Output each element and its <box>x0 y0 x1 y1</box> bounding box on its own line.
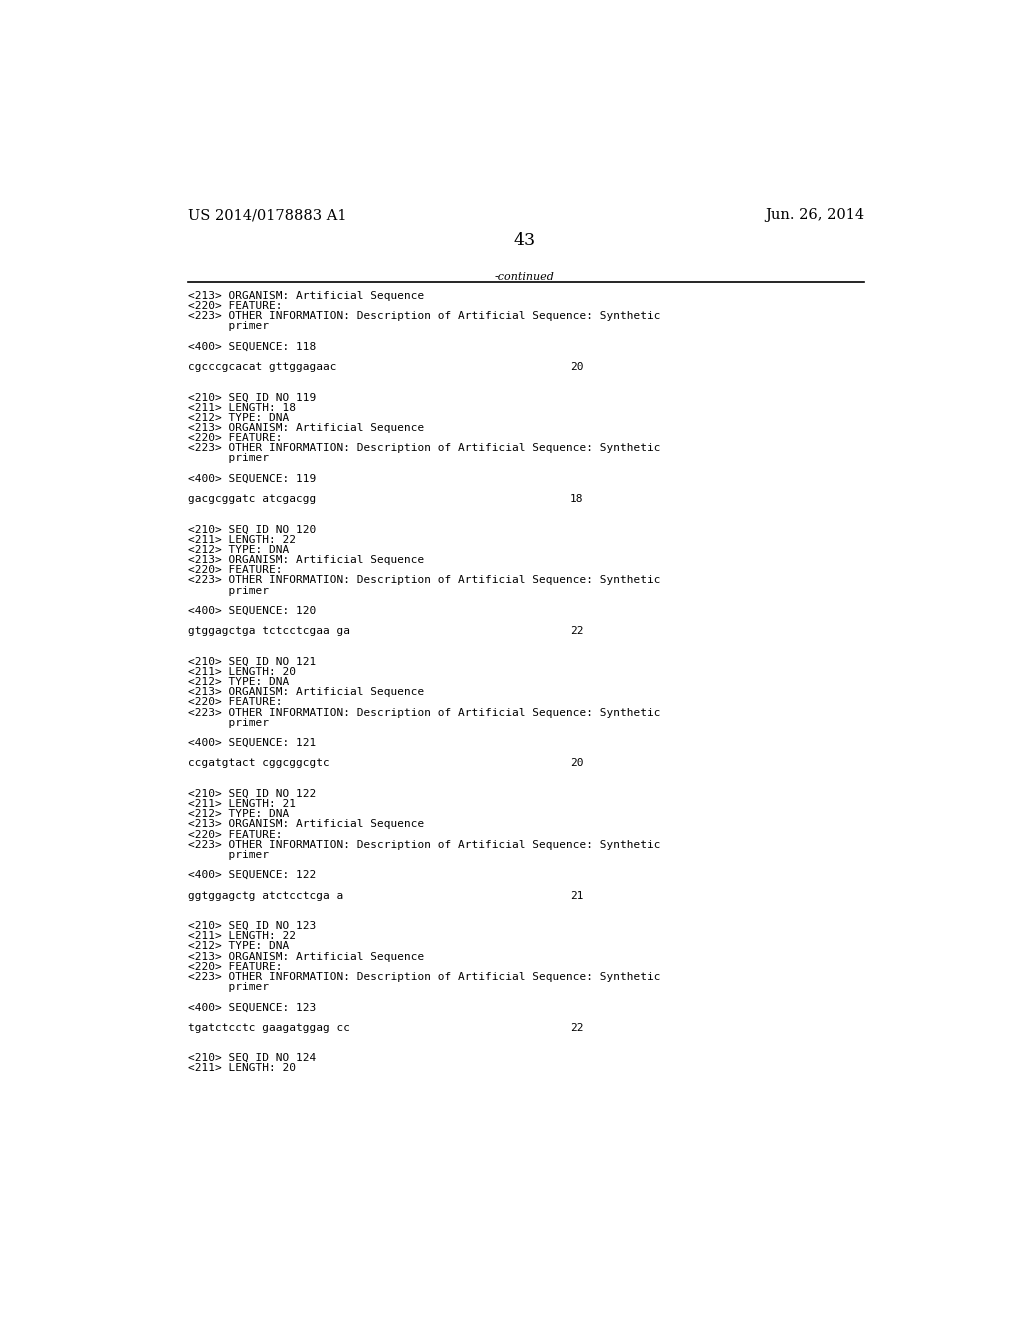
Text: -continued: -continued <box>495 272 555 282</box>
Text: <220> FEATURE:: <220> FEATURE: <box>188 829 283 840</box>
Text: 22: 22 <box>569 1023 584 1032</box>
Text: 21: 21 <box>569 891 584 900</box>
Text: <212> TYPE: DNA: <212> TYPE: DNA <box>188 941 290 952</box>
Text: primer: primer <box>188 850 269 859</box>
Text: ccgatgtact cggcggcgtc: ccgatgtact cggcggcgtc <box>188 759 330 768</box>
Text: <212> TYPE: DNA: <212> TYPE: DNA <box>188 545 290 554</box>
Text: <213> ORGANISM: Artificial Sequence: <213> ORGANISM: Artificial Sequence <box>188 290 425 301</box>
Text: primer: primer <box>188 982 269 993</box>
Text: primer: primer <box>188 321 269 331</box>
Text: <220> FEATURE:: <220> FEATURE: <box>188 301 283 312</box>
Text: <212> TYPE: DNA: <212> TYPE: DNA <box>188 677 290 688</box>
Text: <213> ORGANISM: Artificial Sequence: <213> ORGANISM: Artificial Sequence <box>188 688 425 697</box>
Text: <210> SEQ ID NO 123: <210> SEQ ID NO 123 <box>188 921 316 931</box>
Text: <400> SEQUENCE: 121: <400> SEQUENCE: 121 <box>188 738 316 748</box>
Text: <213> ORGANISM: Artificial Sequence: <213> ORGANISM: Artificial Sequence <box>188 422 425 433</box>
Text: <220> FEATURE:: <220> FEATURE: <box>188 962 283 972</box>
Text: <211> LENGTH: 20: <211> LENGTH: 20 <box>188 1064 297 1073</box>
Text: cgcccgcacat gttggagaac: cgcccgcacat gttggagaac <box>188 362 337 372</box>
Text: <212> TYPE: DNA: <212> TYPE: DNA <box>188 809 290 820</box>
Text: <223> OTHER INFORMATION: Description of Artificial Sequence: Synthetic: <223> OTHER INFORMATION: Description of … <box>188 312 660 321</box>
Text: Jun. 26, 2014: Jun. 26, 2014 <box>765 209 864 223</box>
Text: US 2014/0178883 A1: US 2014/0178883 A1 <box>188 209 347 223</box>
Text: <210> SEQ ID NO 120: <210> SEQ ID NO 120 <box>188 524 316 535</box>
Text: 18: 18 <box>569 494 584 504</box>
Text: gacgcggatc atcgacgg: gacgcggatc atcgacgg <box>188 494 316 504</box>
Text: primer: primer <box>188 718 269 727</box>
Text: <223> OTHER INFORMATION: Description of Artificial Sequence: Synthetic: <223> OTHER INFORMATION: Description of … <box>188 840 660 850</box>
Text: <400> SEQUENCE: 120: <400> SEQUENCE: 120 <box>188 606 316 616</box>
Text: <223> OTHER INFORMATION: Description of Artificial Sequence: Synthetic: <223> OTHER INFORMATION: Description of … <box>188 444 660 453</box>
Text: <220> FEATURE:: <220> FEATURE: <box>188 433 283 444</box>
Text: <213> ORGANISM: Artificial Sequence: <213> ORGANISM: Artificial Sequence <box>188 556 425 565</box>
Text: <223> OTHER INFORMATION: Description of Artificial Sequence: Synthetic: <223> OTHER INFORMATION: Description of … <box>188 972 660 982</box>
Text: 22: 22 <box>569 626 584 636</box>
Text: <210> SEQ ID NO 119: <210> SEQ ID NO 119 <box>188 392 316 403</box>
Text: <220> FEATURE:: <220> FEATURE: <box>188 565 283 576</box>
Text: <211> LENGTH: 20: <211> LENGTH: 20 <box>188 667 297 677</box>
Text: ggtggagctg atctcctcga a: ggtggagctg atctcctcga a <box>188 891 344 900</box>
Text: <400> SEQUENCE: 123: <400> SEQUENCE: 123 <box>188 1002 316 1012</box>
Text: 20: 20 <box>569 362 584 372</box>
Text: <211> LENGTH: 22: <211> LENGTH: 22 <box>188 535 297 545</box>
Text: <400> SEQUENCE: 122: <400> SEQUENCE: 122 <box>188 870 316 880</box>
Text: gtggagctga tctcctcgaa ga: gtggagctga tctcctcgaa ga <box>188 626 350 636</box>
Text: <211> LENGTH: 18: <211> LENGTH: 18 <box>188 403 297 413</box>
Text: <210> SEQ ID NO 121: <210> SEQ ID NO 121 <box>188 657 316 667</box>
Text: primer: primer <box>188 586 269 595</box>
Text: 43: 43 <box>514 231 536 248</box>
Text: <210> SEQ ID NO 124: <210> SEQ ID NO 124 <box>188 1053 316 1063</box>
Text: <212> TYPE: DNA: <212> TYPE: DNA <box>188 413 290 422</box>
Text: <223> OTHER INFORMATION: Description of Artificial Sequence: Synthetic: <223> OTHER INFORMATION: Description of … <box>188 708 660 718</box>
Text: <211> LENGTH: 21: <211> LENGTH: 21 <box>188 799 297 809</box>
Text: <220> FEATURE:: <220> FEATURE: <box>188 697 283 708</box>
Text: primer: primer <box>188 454 269 463</box>
Text: <223> OTHER INFORMATION: Description of Artificial Sequence: Synthetic: <223> OTHER INFORMATION: Description of … <box>188 576 660 586</box>
Text: <210> SEQ ID NO 122: <210> SEQ ID NO 122 <box>188 789 316 799</box>
Text: <400> SEQUENCE: 119: <400> SEQUENCE: 119 <box>188 474 316 484</box>
Text: tgatctcctc gaagatggag cc: tgatctcctc gaagatggag cc <box>188 1023 350 1032</box>
Text: <213> ORGANISM: Artificial Sequence: <213> ORGANISM: Artificial Sequence <box>188 820 425 829</box>
Text: <213> ORGANISM: Artificial Sequence: <213> ORGANISM: Artificial Sequence <box>188 952 425 961</box>
Text: <400> SEQUENCE: 118: <400> SEQUENCE: 118 <box>188 342 316 351</box>
Text: <211> LENGTH: 22: <211> LENGTH: 22 <box>188 931 297 941</box>
Text: 20: 20 <box>569 759 584 768</box>
